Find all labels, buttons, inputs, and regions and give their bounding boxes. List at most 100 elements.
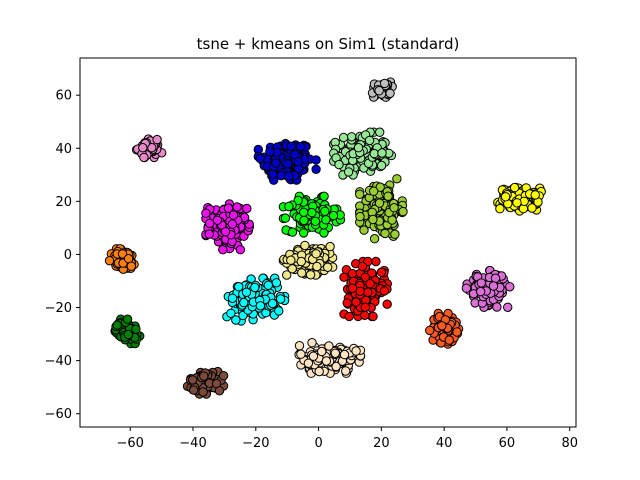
data-point	[293, 157, 303, 167]
data-point	[347, 268, 357, 279]
data-point	[355, 189, 365, 200]
data-point	[267, 298, 278, 309]
data-point	[369, 186, 379, 196]
data-point	[189, 385, 199, 395]
data-point	[122, 314, 133, 324]
data-point	[212, 215, 223, 226]
data-point	[317, 346, 327, 357]
cluster-1	[253, 138, 321, 185]
cluster-3	[367, 77, 397, 102]
data-point	[357, 261, 368, 272]
data-point	[347, 283, 358, 293]
data-point	[334, 159, 344, 170]
cluster-8	[355, 174, 408, 244]
data-point	[265, 147, 275, 157]
data-point	[228, 210, 239, 220]
data-point	[283, 159, 293, 169]
data-point	[320, 206, 330, 217]
data-point	[314, 366, 324, 377]
data-point	[377, 148, 387, 158]
data-point	[232, 202, 242, 212]
cluster-2	[329, 127, 397, 180]
data-point	[268, 169, 278, 179]
data-point	[343, 167, 354, 177]
data-point	[368, 214, 378, 225]
data-point	[390, 229, 400, 239]
data-point	[295, 141, 306, 152]
data-point	[383, 191, 393, 201]
cluster-10	[278, 240, 338, 280]
cluster-5	[493, 182, 546, 216]
data-point	[255, 153, 265, 164]
data-point	[218, 371, 229, 381]
data-point	[495, 204, 505, 214]
cluster-12	[461, 265, 515, 312]
data-point	[490, 273, 501, 283]
data-point	[198, 387, 208, 397]
data-point	[284, 201, 294, 212]
data-point	[274, 306, 284, 316]
data-point	[374, 86, 384, 96]
data-point	[331, 361, 341, 372]
data-point	[296, 256, 306, 267]
data-point	[338, 132, 349, 143]
data-point	[375, 127, 385, 137]
data-point	[188, 375, 198, 385]
data-point	[398, 206, 408, 217]
data-point	[152, 134, 162, 145]
data-point	[389, 203, 399, 213]
data-point	[339, 349, 350, 360]
x-axis: −60 −40 −20 0 20 40 60 80	[117, 427, 578, 451]
data-point	[299, 215, 309, 226]
data-point	[379, 78, 390, 89]
data-point	[324, 341, 334, 351]
data-point	[376, 267, 387, 277]
y-axis: −60 −40 −20 0 20 40 60	[45, 89, 80, 422]
data-point	[344, 311, 354, 322]
x-tick-label: 80	[561, 436, 578, 451]
x-tick-label: −40	[179, 436, 206, 451]
data-point	[368, 311, 378, 322]
cluster-13	[222, 273, 290, 326]
data-point	[365, 279, 375, 289]
data-point	[342, 298, 352, 308]
chart-title: tsne + kmeans on Sim1 (standard)	[197, 35, 460, 53]
data-point	[199, 371, 209, 381]
data-point	[379, 286, 390, 296]
data-point	[227, 219, 238, 229]
data-point	[369, 148, 379, 159]
x-tick-label: −20	[242, 436, 269, 451]
data-point	[138, 143, 148, 153]
data-point	[117, 249, 128, 259]
data-point	[371, 256, 381, 267]
data-point	[112, 320, 122, 330]
data-point	[323, 262, 333, 272]
x-tick-label: 20	[373, 436, 390, 451]
data-point	[307, 338, 317, 348]
data-point	[284, 171, 294, 181]
data-point	[512, 198, 522, 208]
cluster-9	[104, 244, 139, 274]
data-point	[311, 155, 321, 165]
data-point	[476, 286, 486, 297]
data-point	[297, 268, 307, 278]
data-point	[312, 261, 322, 272]
data-point	[503, 302, 513, 312]
x-tick-label: 0	[314, 436, 322, 451]
data-point	[241, 287, 252, 297]
data-point	[276, 171, 286, 181]
cluster-17	[182, 366, 229, 399]
data-point	[492, 302, 502, 312]
cluster-7	[278, 191, 346, 238]
data-point	[205, 218, 215, 229]
data-point	[263, 280, 273, 290]
cluster-16	[294, 338, 366, 378]
x-tick-label: 60	[499, 436, 516, 451]
data-point	[500, 192, 511, 202]
data-point	[307, 207, 317, 218]
data-point	[353, 143, 364, 153]
data-point	[509, 182, 520, 193]
data-point	[123, 329, 134, 340]
